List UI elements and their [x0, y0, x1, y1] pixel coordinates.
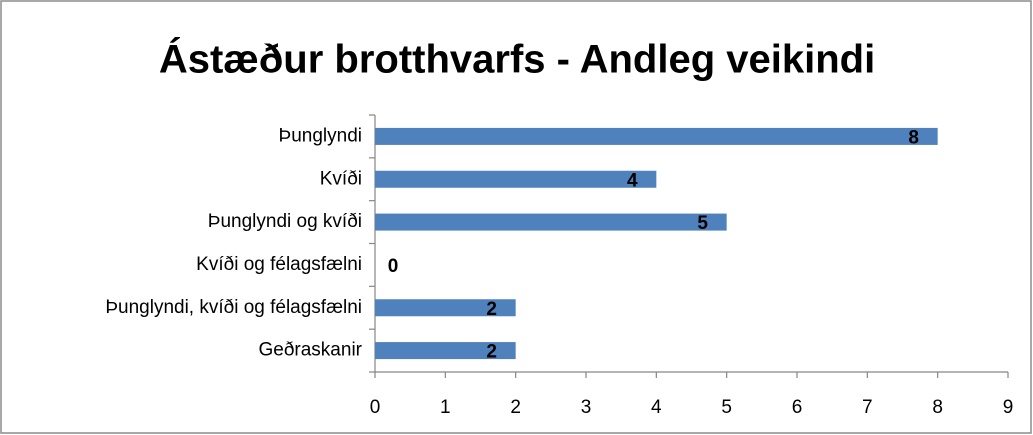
- data-label: 2: [486, 342, 497, 363]
- x-tick-label: 6: [792, 397, 803, 418]
- bar: [375, 170, 657, 188]
- y-tick-label: Þunglyndi, kvíði og félagsfælni: [105, 297, 362, 318]
- x-tick-label: 3: [581, 397, 592, 418]
- data-label: 2: [486, 299, 497, 320]
- x-tick-label: 0: [370, 397, 381, 418]
- x-tick-label: 7: [862, 397, 873, 418]
- chart-title: Ástæður brotthvarfs - Andleg veikindi: [159, 37, 875, 82]
- x-tick-label: 2: [510, 397, 521, 418]
- y-tick-label: Geðraskanir: [259, 340, 363, 361]
- bar: [375, 342, 516, 360]
- x-tick-label: 8: [932, 397, 943, 418]
- y-tick-label: Þunglyndi og kvíði: [208, 211, 362, 232]
- bar: [375, 299, 516, 317]
- data-label: 4: [627, 170, 638, 191]
- x-tick-label: 1: [440, 397, 451, 418]
- x-tick-label: 5: [721, 397, 732, 418]
- data-label: 8: [908, 127, 919, 148]
- bar: [375, 127, 938, 145]
- y-tick-label: Kvíði og félagsfælni: [196, 254, 362, 275]
- x-tick-label: 4: [651, 397, 662, 418]
- data-label: 5: [697, 213, 708, 234]
- x-tick-label: 9: [1003, 397, 1014, 418]
- y-tick-label: Kvíði: [320, 168, 362, 189]
- y-tick-label: Þunglyndi: [279, 125, 362, 146]
- data-label: 0: [388, 256, 399, 277]
- bar: [375, 213, 727, 231]
